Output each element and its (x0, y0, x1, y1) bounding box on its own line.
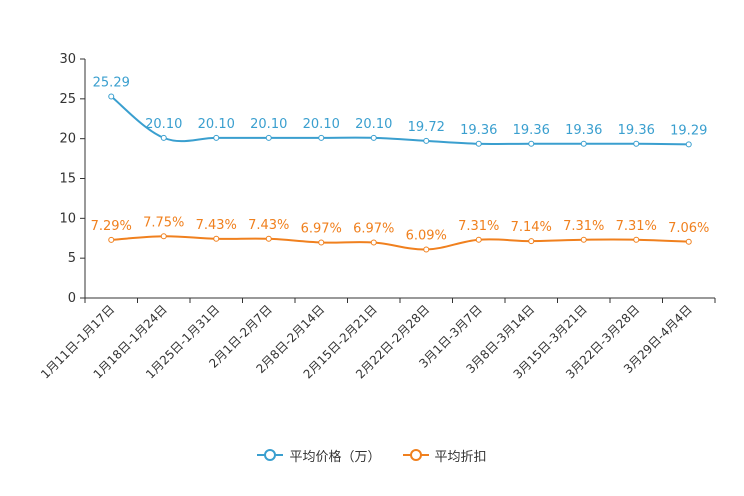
data-point-0[interactable] (633, 140, 640, 147)
data-point-0[interactable] (265, 134, 272, 141)
data-label-1: 7.31% (616, 219, 657, 234)
series-line-0 (110, 95, 689, 146)
y-tick-label: 0 (68, 291, 76, 306)
data-point-1[interactable] (475, 236, 482, 243)
data-label-0: 20.10 (145, 117, 182, 132)
data-point-1[interactable] (580, 236, 587, 243)
data-point-1[interactable] (213, 235, 220, 242)
data-label-1: 6.97% (301, 221, 342, 236)
data-label-0: 20.10 (355, 117, 392, 132)
data-point-0[interactable] (528, 140, 535, 147)
data-point-1[interactable] (685, 238, 692, 245)
legend-marker-discount-icon (402, 449, 429, 461)
data-point-1[interactable] (370, 239, 377, 246)
data-label-0: 25.29 (93, 76, 130, 91)
y-tick-label: 25 (59, 92, 76, 107)
data-point-1[interactable] (108, 236, 115, 243)
data-label-0: 20.10 (198, 117, 235, 132)
data-point-1[interactable] (265, 235, 272, 242)
data-point-1[interactable] (318, 239, 325, 246)
data-point-1[interactable] (160, 233, 167, 240)
data-point-0[interactable] (318, 134, 325, 141)
data-label-0: 19.36 (618, 123, 655, 138)
data-point-1[interactable] (528, 238, 535, 245)
data-point-0[interactable] (370, 134, 377, 141)
y-tick-label: 20 (59, 132, 76, 147)
line-chart: 0510152025301月11日-1月17日1月18日-1月24日1月25日-… (38, 52, 716, 382)
data-point-0[interactable] (108, 93, 115, 100)
data-point-0[interactable] (475, 140, 482, 147)
data-label-1: 7.43% (196, 218, 237, 233)
data-label-1: 7.29% (91, 219, 132, 234)
data-label-0: 20.10 (250, 117, 287, 132)
legend-item-discount[interactable]: 平均折扣 (402, 446, 487, 465)
data-label-0: 20.10 (303, 117, 340, 132)
data-point-0[interactable] (213, 134, 220, 141)
data-label-1: 6.97% (353, 221, 394, 236)
data-label-1: 7.75% (143, 215, 184, 230)
data-point-1[interactable] (633, 236, 640, 243)
series-line-1 (111, 235, 689, 251)
data-label-1: 6.09% (406, 228, 447, 243)
data-label-0: 19.36 (513, 123, 550, 138)
data-label-1: 7.31% (458, 219, 499, 234)
data-label-0: 19.29 (670, 123, 707, 138)
data-point-0[interactable] (685, 141, 692, 148)
data-label-1: 7.06% (668, 221, 709, 236)
data-label-1: 7.14% (511, 220, 552, 235)
legend-label-price: 平均价格（万） (289, 449, 381, 465)
chart-legend: 平均价格（万） 平均折扣 (0, 444, 744, 466)
y-tick-label: 10 (59, 211, 76, 226)
y-tick-label: 15 (59, 172, 76, 187)
y-tick-label: 30 (59, 52, 76, 67)
data-label-1: 7.43% (248, 218, 289, 233)
legend-label-discount: 平均折扣 (434, 449, 487, 465)
y-tick-label: 5 (68, 251, 76, 266)
data-label-0: 19.72 (408, 120, 445, 135)
data-label-0: 19.36 (565, 123, 602, 138)
legend-item-price[interactable]: 平均价格（万） (257, 446, 381, 465)
data-point-0[interactable] (423, 137, 430, 144)
data-point-1[interactable] (423, 246, 430, 253)
legend-marker-price-icon (257, 449, 284, 461)
data-point-0[interactable] (160, 134, 167, 141)
data-label-1: 7.31% (563, 219, 604, 234)
data-point-0[interactable] (580, 140, 587, 147)
data-label-0: 19.36 (460, 123, 497, 138)
